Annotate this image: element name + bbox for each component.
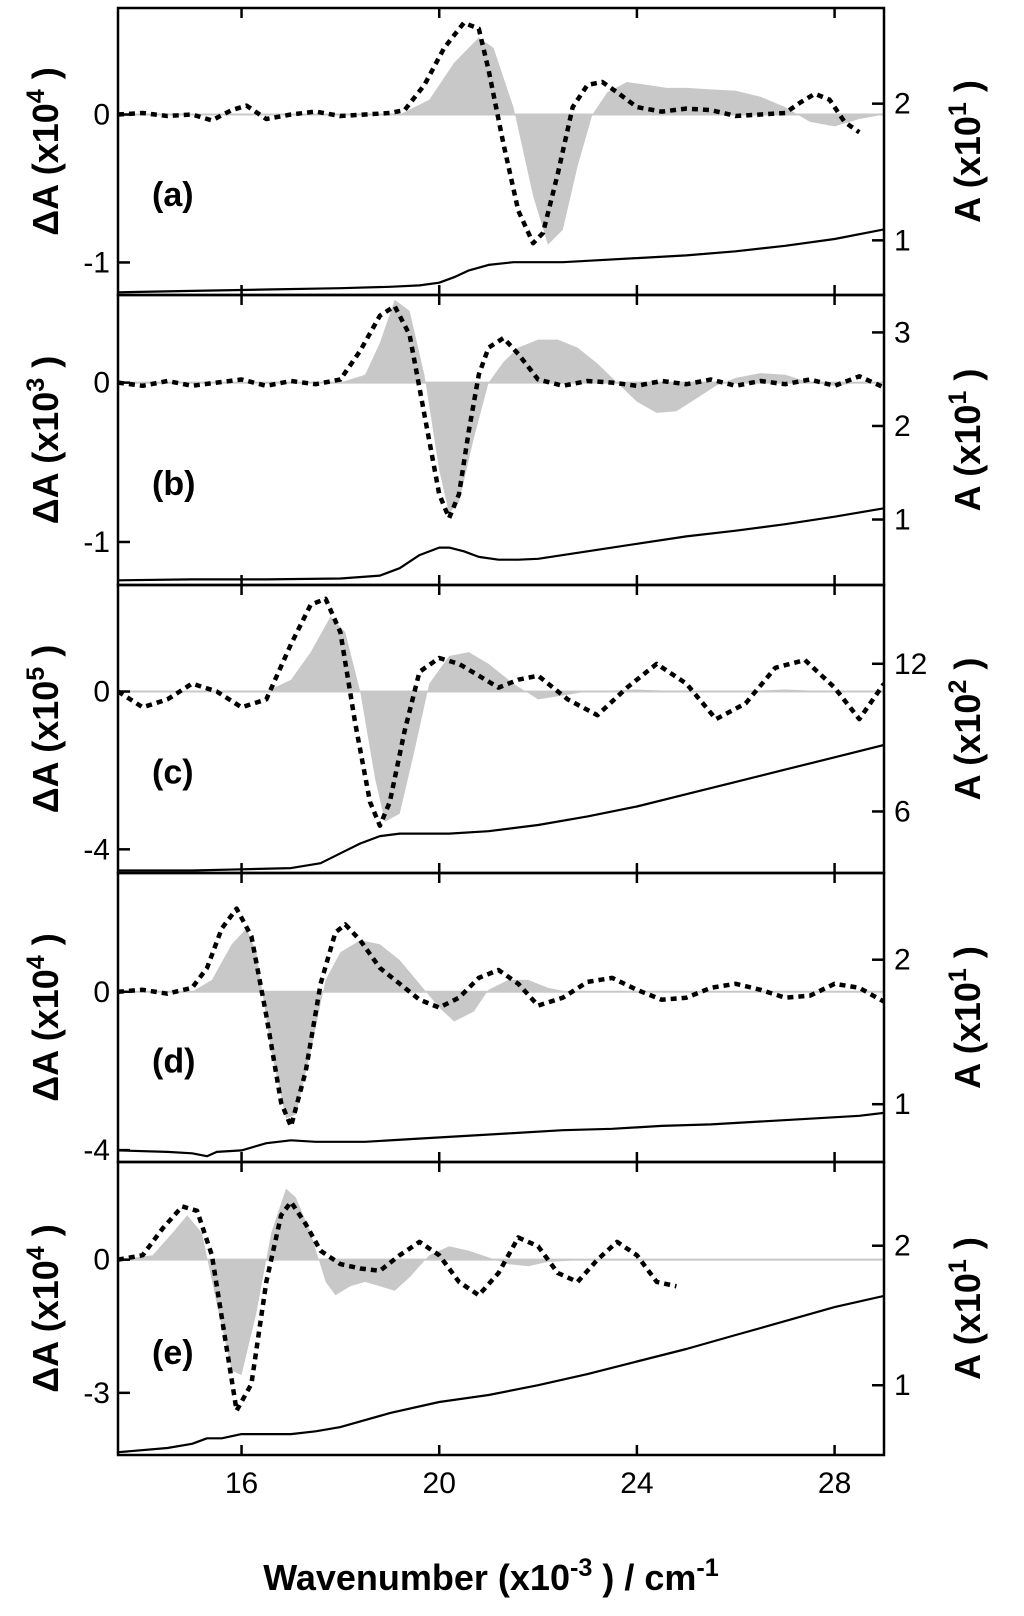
x-tick-label: 28 [818,1467,851,1500]
right-axis-title: A (x101 ) [944,369,988,512]
left-axis-title: ΔA (x104 ) [22,67,66,236]
panel-c: 0 -4 12 6 (c) ΔA (x105 ) A (x102 ) [22,583,988,875]
absorbance-series [118,743,884,872]
plot-area [118,20,884,294]
x-tick-label: 16 [225,1467,258,1500]
left-tick-label: 0 [93,367,110,400]
right-axis-title: A (x101 ) [944,1237,988,1380]
left-axis-title: ΔA (x105 ) [22,645,66,814]
right-tick-label: 2 [894,944,911,977]
right-tick-label: 1 [894,224,911,257]
right-axis-title: A (x102 ) [944,658,988,801]
panel-e: 0 -3 2 1 (e) ΔA (x104 ) A (x101 ) [22,1160,988,1457]
right-axis-title: A (x101 ) [944,80,988,223]
plot-area [118,906,884,1158]
right-axis-title: A (x101 ) [944,946,988,1089]
filled-difference-series [118,37,884,245]
right-tick-label: 3 [894,316,911,349]
dotted-fit-series [118,303,884,521]
filled-difference-series [118,299,884,514]
left-tick-label: -4 [83,833,110,866]
dotted-fit-series [118,596,884,828]
x-tick-label: 20 [423,1467,456,1500]
right-tick-label: 6 [894,795,911,828]
left-tick-label: -3 [83,1377,110,1410]
absorbance-series [118,228,884,294]
filled-difference-series [118,616,884,822]
panel-label: (d) [152,1042,195,1080]
panel-b: 0 -1 3 2 1 (b) ΔA (x103 ) A (x101 ) [22,293,988,587]
left-tick-label: 0 [93,676,110,709]
left-axis-title: ΔA (x103 ) [22,356,66,525]
panel-label: (e) [152,1334,194,1372]
panel-label: (a) [152,176,194,214]
right-tick-label: 1 [894,1088,911,1121]
filled-difference-series [118,1188,884,1376]
x-tick-label: 24 [620,1467,653,1500]
right-tick-label: 2 [894,410,911,443]
right-tick-label: 1 [894,504,911,537]
absorbance-series [118,1111,884,1158]
plot-area [118,1188,884,1454]
dotted-fit-series [118,906,884,1129]
right-tick-label: 12 [894,648,927,681]
left-tick-label: 0 [93,1244,110,1277]
panel-a: 0 -1 2 1 (a) ΔA (x104 ) A (x101 ) [22,6,988,297]
left-tick-label: -1 [83,246,110,279]
filled-difference-series [118,928,884,1119]
panel-frame [116,6,886,297]
dotted-fit-series [118,20,861,246]
panel-label: (b) [152,465,195,503]
absorbance-series [118,1294,884,1454]
left-tick-label: 0 [93,99,110,132]
plot-area [118,299,884,582]
x-axis-title: Wavenumber (x10-3 ) / cm-1 [263,1554,719,1598]
left-axis-title: ΔA (x104 ) [22,1224,66,1393]
left-tick-label: -1 [83,526,110,559]
panel-d: 0 -4 2 1 (d) ΔA (x104 ) A (x101 ) [22,871,988,1167]
left-tick-label: 0 [93,976,110,1009]
plot-area [118,596,884,872]
absorbance-series [118,507,884,582]
right-tick-label: 2 [894,88,911,121]
right-tick-label: 2 [894,1230,911,1263]
right-tick-label: 1 [894,1369,911,1402]
left-tick-label: -4 [83,1134,110,1167]
dotted-fit-series [118,1199,677,1413]
panel-frame [116,1160,886,1457]
panel-label: (c) [152,754,194,792]
left-axis-title: ΔA (x104 ) [22,933,66,1102]
